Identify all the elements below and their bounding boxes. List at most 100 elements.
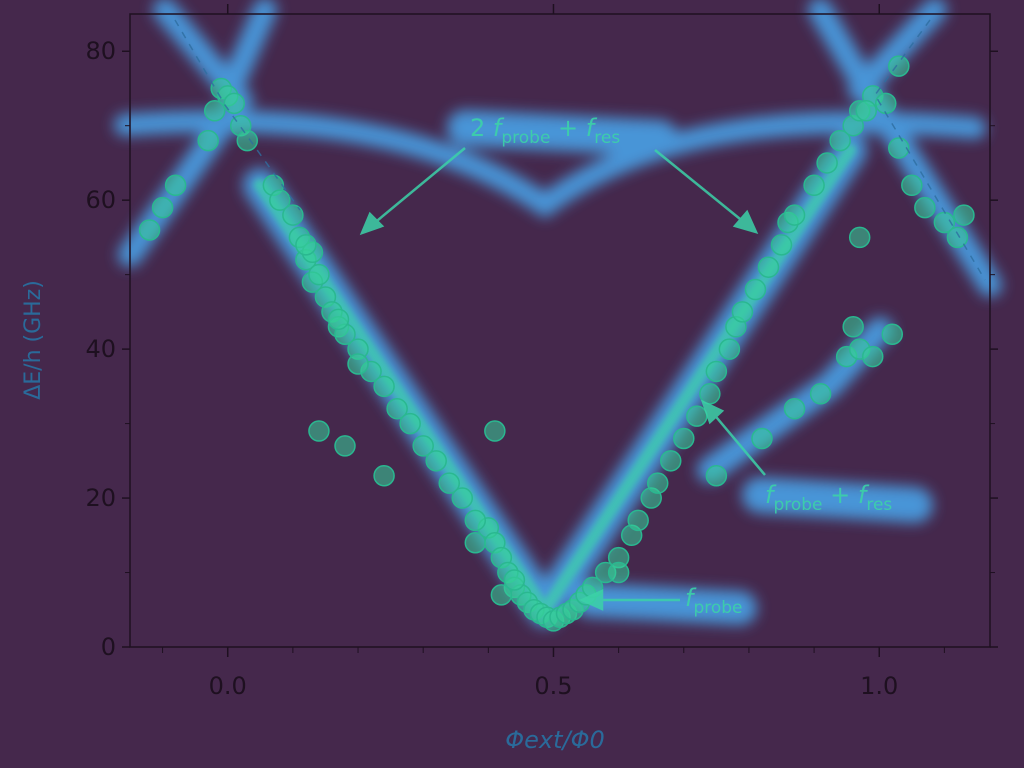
data-point [484,420,506,442]
arrow-upper-left [371,147,466,226]
dashed-guides [174,19,986,281]
ann2-sub2: res [866,495,892,515]
data-point [373,464,395,487]
data-point [731,301,754,323]
y-tick-label: 40 [85,335,116,363]
data-point [269,189,291,211]
data-point [464,509,487,532]
data-point [607,561,630,584]
data-point [236,129,259,152]
arrowhead-fprobe [578,589,604,611]
arrow-upper-right [654,149,746,224]
glow-label-upper [447,110,678,156]
axes-frame [129,13,991,648]
y-tick-label: 60 [85,186,116,214]
data-point [627,509,649,532]
axis-ticks: 0 20 40 60 80 0.0 0.5 1.0 [85,4,998,700]
data-point [875,92,897,115]
data-point [327,308,350,331]
data-point [412,435,434,457]
data-point [861,345,884,368]
data-point [744,278,767,301]
annotation-2fprobe-fres: 2 fprobe + fres [470,114,620,148]
data-point [848,226,871,249]
ann2-mid: + [823,481,858,509]
data-point [699,383,721,405]
data-point [686,405,708,427]
data-point [803,174,825,197]
data-point [751,427,773,450]
data-point [783,204,806,226]
arrowhead-upper-right [732,209,759,234]
ann1-sub: probe [501,128,550,148]
data-point [308,420,330,442]
data-point [282,204,304,226]
x-tick-label: 0.5 [534,672,572,700]
glow-fprobe [573,583,757,625]
data-point [399,412,421,435]
data-point [295,234,317,256]
data-point [308,263,330,286]
data-point [953,204,975,226]
data-point [705,360,728,383]
ann1-mid: + [550,114,585,142]
data-point [660,450,682,472]
data-point [842,316,864,338]
data-point [914,196,936,219]
core-v-right [539,144,856,616]
data-point [425,450,447,472]
data-point [816,152,838,174]
arrowhead-upper-left [359,211,385,236]
data-point [881,323,904,345]
arrow-lower [711,411,766,476]
data-point [888,55,910,77]
ann1-pre: 2 [470,114,493,142]
guide-right [874,19,986,281]
y-tick-label: 20 [85,484,116,512]
y-tick-label: 0 [101,633,116,661]
y-tick-label: 80 [85,37,116,65]
data-points [138,55,975,632]
data-point [451,487,474,509]
data-point [373,375,395,398]
data-point [197,129,219,152]
data-point [646,472,669,494]
ann1-sub2: res [594,128,620,148]
data-point [223,92,245,115]
glow-arc [114,110,986,219]
x-axis-label: Φext/Φ0 [505,726,605,754]
data-point [757,256,780,278]
data-point [164,174,187,197]
data-point [855,100,877,122]
data-point [503,569,526,591]
ann2-sub: probe [773,495,822,515]
data-point [438,472,460,494]
axes [129,13,991,648]
y-axis-label: ΔE/h (GHz) [21,280,46,400]
data-point [770,234,793,256]
data-point [718,338,741,360]
annotation-arrows [359,147,766,611]
data-point [490,584,513,606]
data-point [334,435,356,457]
data-point [783,397,806,420]
data-point [705,464,728,487]
guide-left [174,19,301,211]
data-point [901,174,923,197]
data-point [809,383,832,405]
ann3-sub: probe [693,598,742,618]
data-point [203,100,226,122]
x-tick-label: 1.0 [860,672,898,700]
data-point [347,353,369,375]
data-point [151,196,174,219]
data-point [946,226,969,249]
data-point [673,427,695,450]
x-tick-label: 0.0 [209,672,247,700]
data-point [386,397,408,420]
data-point [888,137,910,159]
glow-label-lower [742,477,933,523]
data-point [138,219,161,241]
data-point [829,129,851,152]
arrowhead-lower [700,399,725,425]
